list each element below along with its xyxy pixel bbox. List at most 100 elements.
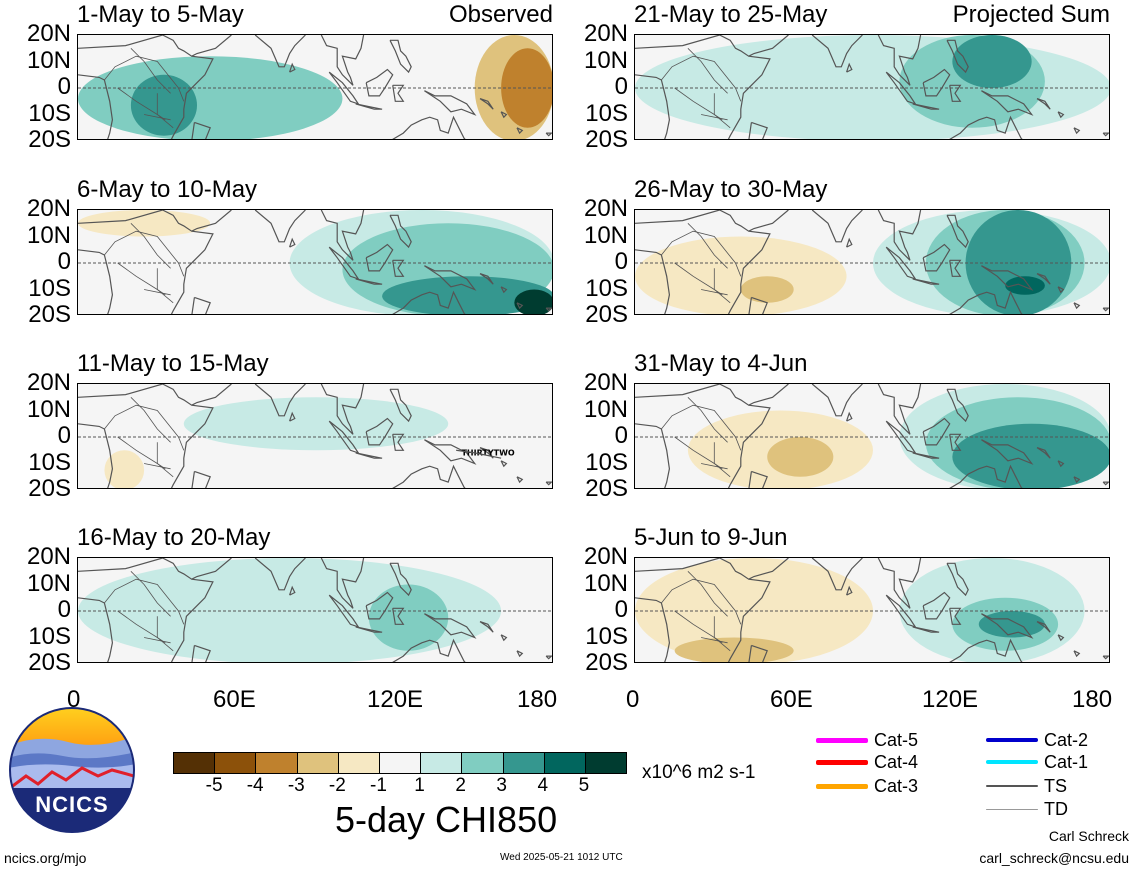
x-tick-180-right: 180 (1072, 686, 1113, 713)
border-line (144, 114, 171, 121)
coastline (1102, 481, 1109, 486)
logo-text: NCICS (35, 792, 109, 817)
colorbar-label: -5 (205, 775, 223, 796)
coastline (545, 307, 552, 312)
coastline (392, 464, 466, 488)
anomaly-region (368, 584, 449, 651)
panel-1-y-tick-0: 20N (26, 20, 71, 47)
colorbar-label: -3 (287, 775, 305, 796)
panel-5-title: 11-May to 15-May (77, 350, 269, 377)
border-line (674, 610, 731, 652)
coastline (392, 84, 405, 102)
coastline (635, 597, 671, 662)
border-line (661, 404, 742, 451)
panel-4-y-tick-0: 20N (583, 195, 628, 222)
coastline (981, 439, 1034, 465)
coastline (78, 249, 114, 314)
coastline (949, 607, 962, 625)
coastline (162, 384, 214, 488)
coastline (877, 384, 922, 435)
coastline (949, 259, 962, 277)
coastline (748, 210, 789, 232)
anomaly-region (952, 35, 1032, 88)
border-line (674, 436, 731, 478)
storm-legend-label: TS (1044, 776, 1068, 796)
colorbar-label: -2 (328, 775, 346, 796)
anomaly-region (104, 450, 145, 488)
anomaly-region (1005, 276, 1045, 295)
panel-4-map (634, 209, 1110, 315)
coastline (389, 39, 412, 74)
colorbar-swatch (297, 753, 339, 773)
panel-7-title: 16-May to 20-May (77, 524, 271, 551)
coastline (392, 607, 405, 625)
panel-6-title: 31-May to 4-Jun (634, 350, 808, 377)
panel-3-y-tick-0: 20N (26, 195, 71, 222)
border-line (117, 610, 174, 652)
storm-legend-line (986, 785, 1038, 787)
panel-6-y-tick-2: 0 (614, 422, 628, 449)
coastline (912, 626, 940, 633)
coastline (1073, 476, 1081, 484)
border-line (104, 230, 185, 277)
colorbar-swatch (379, 753, 422, 773)
colorbar-label: 1 (414, 775, 425, 796)
coastline (981, 613, 1034, 639)
coastline (635, 249, 671, 314)
border-line (104, 55, 185, 102)
coastline (1102, 655, 1109, 660)
coastline (389, 562, 412, 597)
coastline (320, 35, 365, 86)
footer-email[interactable]: carl_schreck@ncsu.edu (979, 850, 1129, 866)
colorbar-swatch (503, 753, 545, 773)
footer-url[interactable]: ncics.org/mjo (4, 850, 87, 866)
border-line (687, 48, 728, 94)
coastline (719, 35, 771, 139)
coastline (191, 121, 211, 139)
coastline (78, 384, 163, 398)
coastline (78, 597, 114, 662)
coastline (846, 237, 853, 248)
coastline (748, 296, 768, 314)
coastline (365, 417, 394, 446)
panel-3-y-tick-3: 10S (28, 274, 71, 302)
coastline (320, 210, 365, 261)
coastline (1036, 447, 1051, 459)
colorbar-title: 5-day CHI850 (335, 799, 558, 840)
panel-5-y-tick-2: 0 (57, 422, 71, 449)
x-tick-120e-left: 120E (367, 686, 424, 713)
coastline (289, 62, 296, 73)
border-line (104, 578, 185, 625)
panel-8-y-tick-2: 0 (614, 596, 628, 623)
coastline (320, 558, 365, 609)
coastline (424, 265, 477, 291)
coastline (922, 417, 951, 446)
colorbar (173, 752, 627, 774)
panel-1-y-tick-4: 20S (28, 126, 71, 153)
coastline (946, 562, 969, 597)
coastline (191, 296, 211, 314)
x-tick-0-left: 0 (67, 686, 81, 713)
coastline (719, 384, 771, 488)
coastline (846, 411, 853, 422)
colorbar-swatch (585, 753, 627, 773)
panel-7-y-tick-0: 20N (26, 543, 71, 570)
panel-4-title: 26-May to 30-May (634, 176, 828, 203)
coastline (516, 127, 524, 135)
colorbar-label: -1 (370, 775, 387, 796)
colorbar-label: 2 (455, 775, 466, 796)
border-line (130, 571, 171, 617)
coastline (162, 35, 214, 139)
panel-4-map-svg (635, 210, 1109, 314)
coastline (912, 103, 940, 110)
border-line (701, 637, 728, 644)
storm-legend-line (816, 759, 868, 765)
anomaly-region (767, 437, 834, 477)
storm-legend-label: Cat-5 (874, 730, 919, 750)
coastline (355, 452, 383, 459)
coastline (635, 558, 720, 572)
anomaly-region (501, 48, 552, 128)
border-line (701, 289, 728, 296)
panel-2-y-tick-1: 10N (583, 46, 628, 74)
coastline (811, 558, 863, 591)
